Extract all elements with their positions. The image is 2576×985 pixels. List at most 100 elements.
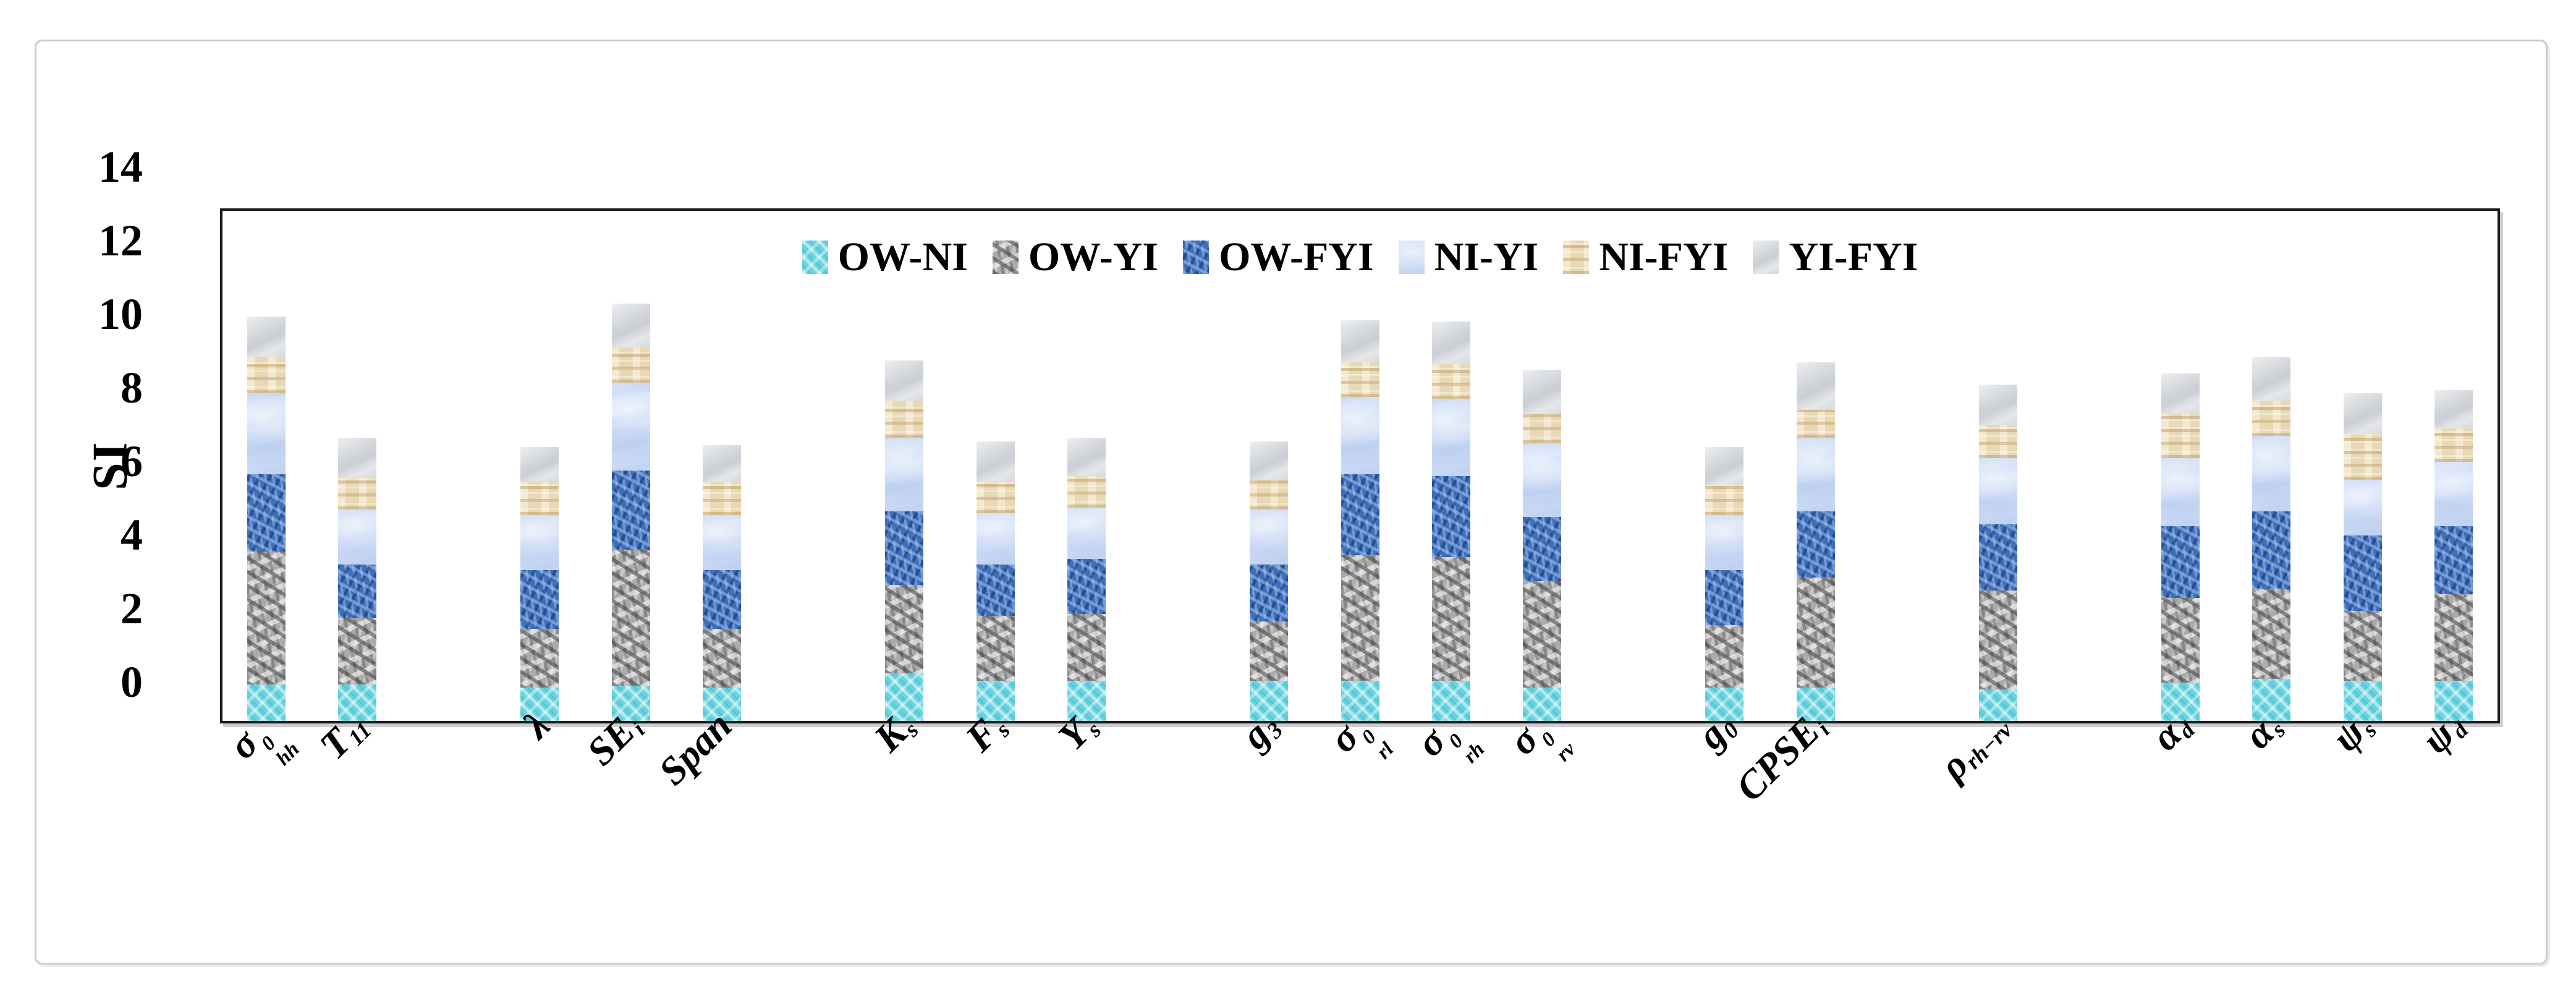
bar-segment-ow-fyi: [1250, 565, 1289, 622]
bar-segment-ow-yi: [2434, 594, 2473, 681]
bar-segment-ni-fyi: [1978, 425, 2017, 458]
bar-αs: [2252, 357, 2291, 721]
bar-Ys: [1067, 437, 1106, 721]
bar-segment-ow-yi: [976, 616, 1015, 681]
bar-segment-ow-yi: [1067, 614, 1106, 681]
bar-segment-ow-ni: [2343, 680, 2382, 721]
bar-σ0rl: [1341, 320, 1379, 721]
bar-segment-ni-fyi: [2343, 433, 2382, 480]
legend-item-ni-yi: NI-YI: [1398, 234, 1539, 279]
bar-segment-ni-yi: [1431, 399, 1470, 477]
bar-segment-ow-fyi: [2434, 526, 2473, 594]
figure-border: SI 0 2 4 6 8 10 12 14 OW-NI OW-YI OW-FYI NI-YI NI-F…: [35, 40, 2548, 965]
bar-segment-ow-ni: [1341, 680, 1379, 721]
legend-label: NI-YI: [1434, 234, 1539, 279]
legend-swatch-ni-fyi-icon: [1563, 241, 1590, 274]
y-tick-label: 12: [98, 216, 143, 266]
bar-segment-ow-yi: [1431, 557, 1470, 681]
bar-g0: [1705, 446, 1744, 721]
bar-segment-ow-ni: [2161, 682, 2200, 721]
bar-CPSEi: [1796, 362, 1835, 721]
bar-segment-ni-fyi: [338, 478, 377, 510]
legend-item-ni-fyi: NI-FYI: [1563, 237, 1728, 278]
bar-segment-ni-fyi: [1431, 364, 1470, 399]
legend-swatch-ni-yi-icon: [1398, 241, 1425, 274]
bar-segment-yi-fyi: [1341, 320, 1379, 362]
bar-segment-ow-yi: [1978, 590, 2017, 690]
bar-segment-ni-yi: [1705, 514, 1744, 571]
bar-segment-ow-yi: [2161, 597, 2200, 683]
bar-segment-ow-fyi: [885, 511, 924, 585]
bar-segment-ow-ni: [1431, 680, 1470, 721]
bar-σ0hh: [247, 316, 286, 721]
bar-segment-ni-yi: [247, 393, 286, 475]
bar-segment-ow-ni: [1250, 680, 1289, 721]
legend-label: YI-FYI: [1789, 234, 1918, 279]
bar-segment-yi-fyi: [1796, 362, 1835, 411]
bar-segment-ni-fyi: [1067, 476, 1106, 508]
legend-label: NI-FYI: [1599, 234, 1729, 279]
bar-segment-yi-fyi: [1431, 322, 1470, 364]
bar-T11: [338, 437, 377, 721]
bar-segment-ow-ni: [703, 688, 742, 721]
legend-label: OW-FYI: [1219, 234, 1374, 279]
bar-segment-ni-yi: [1250, 509, 1289, 565]
bar-segment-ni-fyi: [1523, 414, 1562, 443]
bar-segment-ni-yi: [976, 513, 1015, 565]
bar-λ: [520, 446, 559, 721]
bar-segment-ow-fyi: [247, 474, 286, 552]
legend-item-ow-fyi: OW-FYI: [1183, 237, 1374, 278]
bar-segment-ow-fyi: [2161, 526, 2200, 598]
y-tick-label: 14: [98, 142, 143, 192]
bar-segment-ow-fyi: [1431, 476, 1470, 558]
legend-label: OW-YI: [1028, 234, 1159, 279]
legend-swatch-ow-fyi-icon: [1183, 241, 1210, 274]
bar-segment-yi-fyi: [2252, 357, 2291, 401]
legend-label: OW-NI: [837, 234, 968, 279]
bar-segment-ni-yi: [611, 382, 650, 471]
bar-segment-ow-fyi: [703, 570, 742, 629]
legend-swatch-ow-ni-icon: [802, 241, 828, 274]
bar-segment-ow-ni: [1796, 688, 1835, 721]
bar-ρrh−rv: [1978, 384, 2017, 721]
bar-segment-ni-yi: [520, 514, 559, 571]
bar-segment-yi-fyi: [2161, 373, 2200, 414]
bar-segment-ow-yi: [1796, 577, 1835, 688]
bar-segment-ni-yi: [703, 514, 742, 571]
bar-segment-ni-yi: [2343, 480, 2382, 535]
legend-swatch-ow-yi-icon: [992, 241, 1019, 274]
bar-segment-yi-fyi: [611, 303, 650, 348]
bar-segment-ni-yi: [1341, 397, 1379, 475]
bar-Fs: [976, 441, 1015, 721]
bar-segment-ow-ni: [1067, 680, 1106, 721]
bar-segment-ow-fyi: [520, 570, 559, 629]
bar-segment-ow-ni: [2434, 680, 2473, 721]
bar-segment-ow-yi: [611, 550, 650, 686]
bar-segment-ow-fyi: [2252, 511, 2291, 589]
bar-segment-ow-ni: [2252, 678, 2291, 721]
bar-Span: [703, 445, 742, 721]
bar-segment-ow-fyi: [1523, 516, 1562, 581]
bar-segment-ow-ni: [247, 684, 286, 721]
bar-segment-ow-yi: [1523, 581, 1562, 688]
bar-segment-ow-yi: [1250, 621, 1289, 681]
bar-segment-ni-fyi: [976, 482, 1015, 513]
bar-σ0rh: [1431, 322, 1470, 721]
bar-segment-ow-fyi: [1067, 559, 1106, 615]
bar-segment-ni-yi: [885, 437, 924, 511]
y-tick-label: 6: [121, 437, 143, 487]
bar-segment-ow-yi: [247, 552, 286, 684]
bar-segment-yi-fyi: [1978, 384, 2017, 425]
bar-segment-ni-fyi: [247, 356, 286, 394]
legend-swatch-yi-fyi-icon: [1753, 241, 1779, 274]
y-tick-label: 8: [121, 363, 143, 413]
bar-segment-yi-fyi: [703, 445, 742, 482]
bar-segment-ow-yi: [1705, 625, 1744, 688]
bar-segment-ni-fyi: [885, 401, 924, 438]
bar-segment-yi-fyi: [1250, 441, 1289, 480]
bar-segment-ow-fyi: [611, 471, 650, 550]
bar-segment-ni-fyi: [2252, 401, 2291, 436]
bar-segment-ni-fyi: [2161, 414, 2200, 458]
bar-segment-ow-yi: [2252, 588, 2291, 679]
bar-segment-yi-fyi: [2434, 390, 2473, 429]
